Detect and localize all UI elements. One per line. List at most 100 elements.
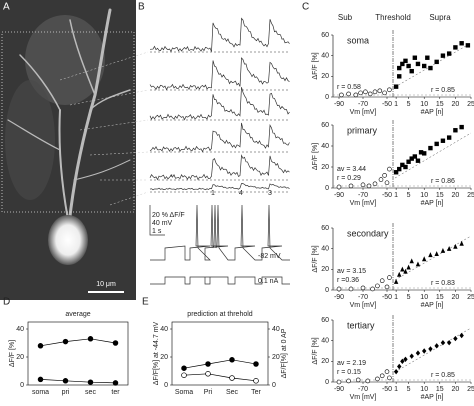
y2-axis-label: ΔF/F[%] at 0 AP [281,328,288,378]
x-tick-label: 15 [436,192,444,199]
point [397,65,402,71]
y-tick-label: 0 [325,94,329,101]
point [446,340,452,346]
panel-label: D [3,297,10,308]
annotation: r = 0.85 [431,372,455,379]
chart-title: primary [347,125,378,135]
y-tick-label: 0 [325,185,329,192]
y-tick-label: 0 [325,379,329,386]
point [382,90,387,96]
point [355,377,361,383]
y-axis-label: ΔF/F [%] [9,340,16,367]
point [353,92,359,98]
scale-label: 20 % ΔF/F [152,212,185,219]
point [393,84,399,89]
point [465,43,471,48]
x-tick-label: -90 [334,294,344,301]
voltage-trace [150,204,290,261]
point [378,177,384,182]
x-axis-label: Vm [mV] [350,109,377,116]
chart-title: soma [347,35,369,45]
x-tick-label: -70 [358,386,368,393]
holding-label: -82 mV [258,253,281,260]
y-axis-label: ΔF/F[%] at -44.7 mV [153,321,160,385]
y-axis-label: ΔF/F [%] [312,52,319,79]
point [459,332,464,339]
series-line [183,373,257,382]
point [440,340,446,346]
scale-label: 40 mV [152,220,173,227]
y-tick-label: 60 [321,32,329,39]
y-tick-label: 40 [321,53,329,60]
x-tick-label: 5 [407,101,411,108]
point [400,162,405,168]
point [425,55,430,60]
annotation: r = 0.85 [431,87,455,94]
series-line [40,338,116,347]
x-tick-label: 20 [452,294,460,301]
y-tick-label: 20 [321,266,329,273]
x-tick-label: 1 [394,101,398,108]
point [406,63,411,69]
y-tick-label: 20 [321,164,329,171]
point [403,268,408,274]
connector [109,191,149,206]
point [406,159,411,164]
point [440,248,446,253]
point [387,166,392,172]
annotation: r = 0.83 [431,280,455,287]
point [422,348,427,354]
point [397,166,402,172]
x-tick-label: 10 [420,101,428,108]
plot-frame [171,321,269,386]
point [415,61,421,67]
point [62,338,69,345]
point [428,145,433,151]
point [453,243,458,249]
x-tick-label: Sec [226,389,239,396]
point [229,375,235,381]
x-axis-label: #AP [n] [421,394,444,401]
x-tick-label: sec [85,389,96,396]
x-tick-label: -70 [358,101,368,108]
point [393,279,399,284]
scale-bar-label: 10 μm [96,281,116,288]
connector [79,119,149,131]
x-tick-label: -50 [382,192,392,199]
header: Sub [338,13,353,22]
point [384,284,390,290]
x-tick-label: 5 [407,192,411,199]
x-tick-label: 10 [420,294,428,301]
y2-tick-label: 40 [272,326,280,333]
annotation: r = 0.58 [337,84,361,91]
point [62,378,69,384]
annotation: av = 3.44 [337,166,366,173]
series-line [183,359,257,369]
point [422,63,427,69]
point [382,173,387,178]
x-axis-label: #AP [n] [421,109,444,116]
y-axis-label: ΔF/F [%] [312,143,319,170]
point [403,164,408,170]
point [400,266,405,272]
x-tick-label: 25 [467,386,474,393]
point [336,379,342,385]
annotation: r =0.36 [337,277,359,284]
y-tick-label: 60 [321,225,329,232]
fit-line [394,132,472,179]
annotation: r = 0.86 [431,178,455,185]
point [253,361,259,367]
fluorescence-trace [149,154,290,181]
panel-label: E [142,297,149,308]
point [379,373,385,379]
point [400,358,405,365]
point [428,252,433,258]
point [422,151,427,156]
x-tick-label: 25 [467,101,474,108]
point [384,369,390,374]
point [434,141,439,147]
point [348,183,354,189]
x-axis-label: Vm [mV] [350,302,377,309]
y-axis-label: ΔF/F [%] [312,337,319,364]
point [393,368,399,375]
